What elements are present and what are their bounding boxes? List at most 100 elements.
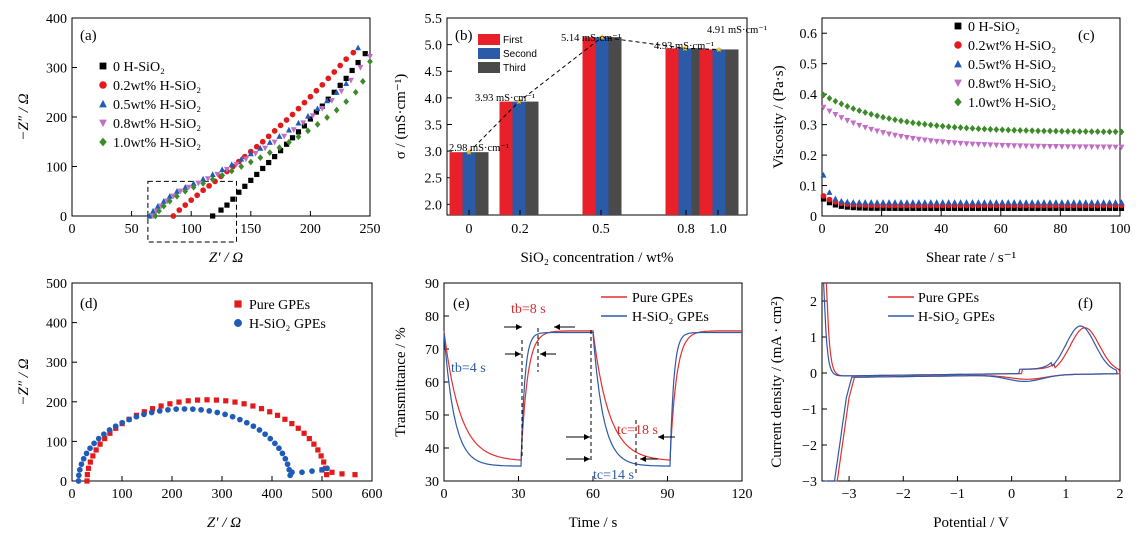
data-point — [315, 447, 321, 453]
y-tick-label: 0.3 — [800, 119, 818, 134]
data-point — [160, 202, 167, 210]
legend-marker — [99, 119, 107, 128]
data-point — [868, 110, 875, 118]
data-point — [194, 397, 201, 403]
data-point — [262, 145, 269, 152]
x-tick-label: 80 — [1053, 222, 1067, 237]
data-point — [247, 158, 254, 166]
x-tick-label: 0 — [69, 222, 76, 237]
data-point — [844, 102, 851, 110]
data-point — [257, 145, 264, 151]
data-point — [237, 416, 243, 423]
data-point — [106, 427, 113, 433]
data-point — [1118, 205, 1125, 211]
data-point — [850, 205, 856, 211]
data-point — [228, 161, 235, 168]
data-point — [826, 189, 833, 195]
data-point — [331, 69, 338, 75]
data-point — [238, 163, 245, 170]
data-point — [236, 189, 242, 195]
data-point — [182, 202, 189, 208]
data-point — [324, 472, 330, 478]
data-point — [820, 104, 827, 111]
x-tick-label: −1 — [950, 487, 965, 502]
data-point — [219, 172, 226, 179]
data-point — [915, 136, 922, 143]
data-point — [1047, 127, 1053, 135]
legend-label: 0.2wt% H-SiO₂ — [113, 79, 201, 94]
data-point — [975, 205, 982, 211]
data-point — [76, 466, 83, 473]
data-point — [158, 403, 164, 409]
data-point — [307, 116, 313, 122]
y-tick-label: 300 — [46, 62, 67, 77]
data-point — [999, 205, 1005, 211]
legend-marker — [99, 137, 107, 147]
data-point — [250, 423, 257, 430]
y-tick-label: 5.5 — [425, 12, 443, 27]
data-point — [969, 199, 976, 205]
data-point — [1011, 126, 1018, 134]
x-axis-label: Time / s — [569, 515, 618, 531]
data-point — [1089, 205, 1095, 211]
data-point — [260, 165, 266, 172]
data-point — [167, 401, 173, 407]
y-axis-label: −Z″ / Ω — [16, 358, 32, 405]
x-tick-label: 1.0 — [709, 222, 727, 237]
y-tick-label: 40 — [425, 442, 439, 457]
x-tick-label: 200 — [300, 222, 321, 237]
data-label: 4.91 mS·cm⁻¹ — [707, 25, 767, 36]
data-point — [229, 413, 236, 420]
data-point — [272, 154, 278, 160]
legend-label: 0.5wt% H-SiO₂ — [968, 58, 1056, 73]
data-point — [820, 196, 827, 202]
data-point — [299, 469, 305, 476]
data-point — [1064, 127, 1071, 135]
data-point — [1059, 127, 1065, 135]
data-point — [1082, 144, 1089, 151]
data-point — [1017, 205, 1023, 211]
data-point — [1005, 126, 1012, 134]
x-tick-label: 2 — [1117, 487, 1124, 502]
data-point — [311, 441, 317, 447]
x-tick-label: 120 — [732, 487, 753, 502]
legend-swatch — [478, 34, 500, 45]
legend-marker — [954, 22, 962, 30]
legend-label: 1.0wt% H-SiO₂ — [968, 96, 1056, 111]
y-tick-label: −2 — [802, 439, 817, 454]
data-point — [133, 413, 140, 420]
data-point — [313, 87, 320, 94]
data-point — [279, 450, 286, 457]
data-point — [75, 472, 82, 479]
data-point — [1101, 205, 1107, 211]
data-point — [331, 89, 337, 95]
panel-label: (c) — [1078, 28, 1095, 44]
data-point — [126, 416, 132, 423]
y-tick-label: 4.5 — [425, 65, 443, 80]
data-point — [355, 44, 362, 51]
legend-marker — [954, 41, 962, 49]
bar — [665, 48, 679, 215]
data-point — [214, 409, 221, 416]
data-point — [309, 113, 316, 120]
data-point — [195, 180, 202, 187]
data-point — [282, 455, 289, 462]
data-point — [165, 406, 171, 413]
y-tick-label: 0.2 — [800, 149, 818, 164]
data-point — [78, 461, 85, 468]
x-tick-label: 100 — [181, 222, 202, 237]
annotation-label: tc=18 s — [617, 423, 658, 438]
data-point — [981, 199, 988, 205]
panel-f-cv: −3 −2 −1 0 1 2 −3 −2 −1 0 1 2 (f) Pure GPEs H-SiO₂ GPE… — [769, 282, 1124, 531]
data-point — [289, 469, 295, 476]
legend-label: 0.5wt% H-SiO₂ — [113, 98, 201, 113]
x-tick-label: 0.8 — [677, 222, 695, 237]
y-tick-label: 0 — [810, 210, 817, 225]
bar — [525, 101, 539, 215]
data-point — [277, 122, 284, 129]
data-point — [975, 199, 982, 205]
y-axis-label: −Z″ / Ω — [16, 93, 32, 140]
legend-label: First — [503, 35, 523, 46]
data-point — [1083, 205, 1089, 211]
data-point — [267, 435, 274, 442]
